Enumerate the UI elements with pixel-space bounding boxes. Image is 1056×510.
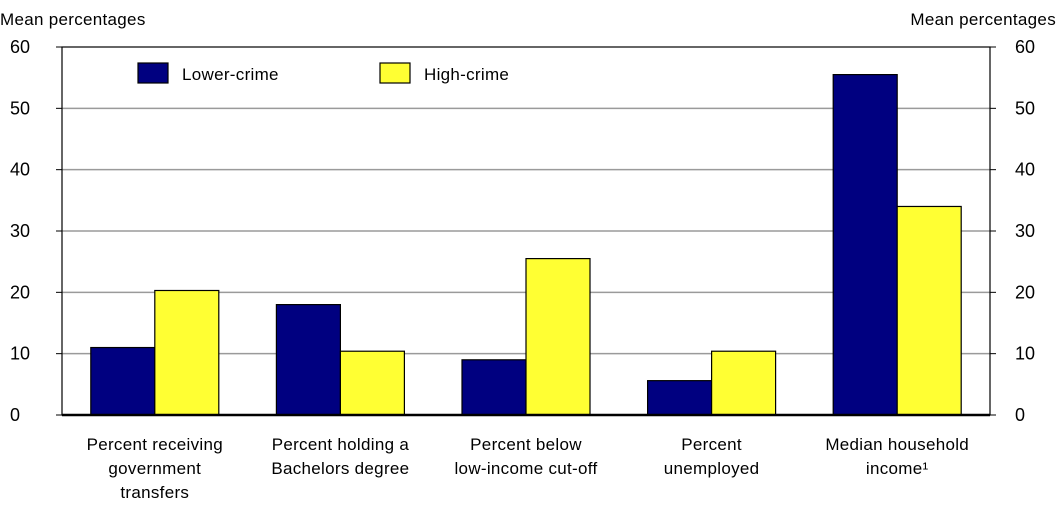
right-tick-label: 60	[1015, 37, 1035, 57]
bar-high-crime	[154, 289, 220, 416]
left-tick-label: 20	[10, 282, 30, 302]
legend-label: High-crime	[424, 65, 509, 84]
legend-swatch	[379, 62, 411, 84]
left-tick-label: 60	[10, 37, 30, 57]
right-tick-label: 10	[1015, 344, 1035, 364]
right-tick-label: 20	[1015, 282, 1035, 302]
category-label: Percent unemployed	[664, 435, 760, 478]
category-label: Percent holding a Bachelors degree	[271, 435, 409, 478]
right-tick-label: 50	[1015, 98, 1035, 118]
left-tick-label: 50	[10, 98, 30, 118]
category-label: Percent below low-income cut-off	[454, 435, 597, 478]
left-tick-label: 10	[10, 344, 30, 364]
left-tick-label: 40	[10, 160, 30, 180]
bar-lower-crime	[461, 359, 527, 416]
category-labels: Percent receiving government transfers Perc…	[87, 435, 969, 502]
bar-high-crime	[710, 350, 777, 416]
bar-lower-crime	[832, 73, 898, 416]
bar-high-crime	[339, 350, 405, 416]
right-tick-label: 30	[1015, 221, 1035, 241]
left-axis-title: Mean percentages	[0, 10, 146, 29]
right-tick-label: 0	[1015, 405, 1025, 425]
left-tick-label: 0	[10, 405, 20, 425]
legend-swatch	[137, 62, 169, 84]
right-axis-title: Mean percentages	[910, 10, 1056, 29]
bar-high-crime	[525, 258, 591, 416]
bar-lower-crime	[275, 304, 341, 416]
left-tick-label: 30	[10, 221, 30, 241]
bar-lower-crime	[646, 380, 713, 416]
tick-labels: 0 0 10 10 20 20 30 30 40 40 50 50 60 60	[10, 37, 1035, 425]
legend: Lower-crime High-crime	[137, 62, 509, 84]
category-label: Percent receiving government transfers	[87, 435, 223, 502]
bar-lower-crime	[90, 346, 156, 416]
bars	[90, 73, 962, 416]
category-label: Median household income¹	[825, 435, 969, 478]
right-tick-label: 40	[1015, 160, 1035, 180]
legend-label: Lower-crime	[182, 65, 279, 84]
bar-high-crime	[896, 205, 962, 416]
